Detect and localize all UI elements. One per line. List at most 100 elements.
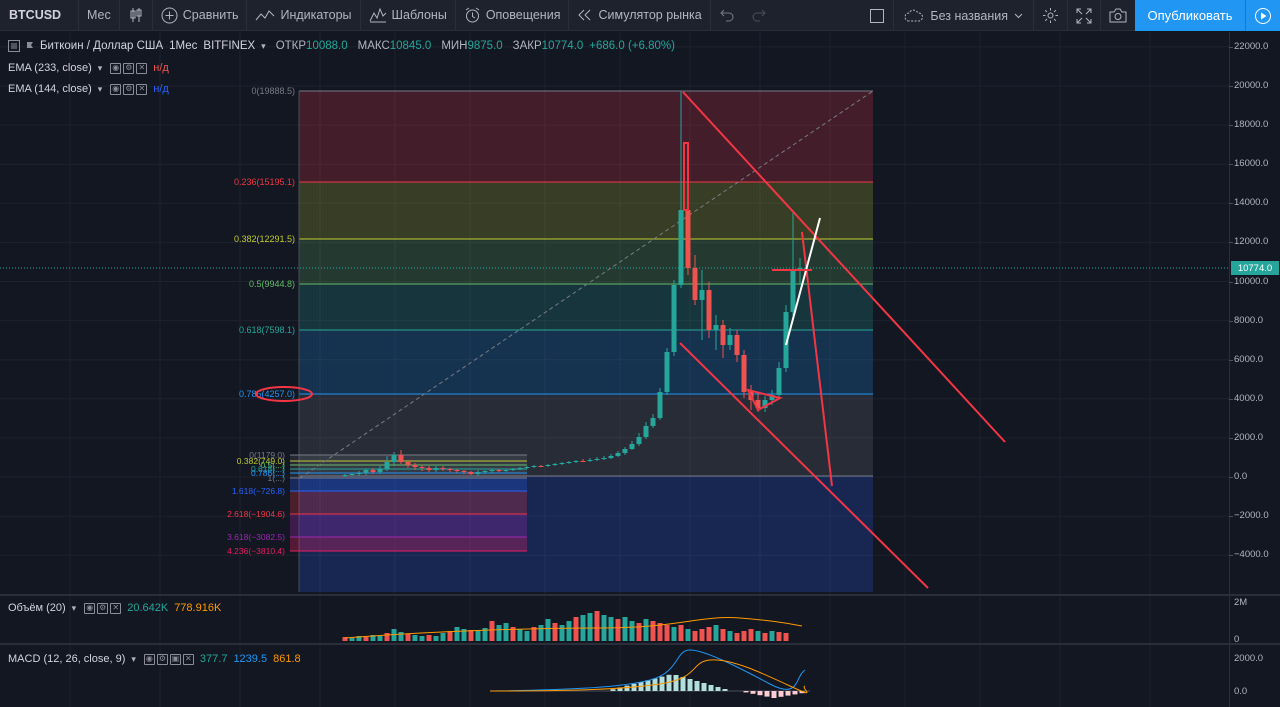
volume-bar: [475, 631, 481, 641]
volume-value: 20.642K: [127, 602, 169, 614]
main-price-scale[interactable]: [1229, 32, 1280, 594]
undo-icon: [720, 9, 734, 22]
volume-bar: [489, 621, 495, 641]
visibility-icon[interactable]: ◉: [110, 62, 122, 74]
channel-upper-line: [682, 91, 1006, 443]
visibility-icon[interactable]: ◉: [143, 653, 155, 665]
templates-icon: [369, 7, 386, 23]
visibility-icon[interactable]: ◉: [84, 602, 96, 614]
candles-icon: [130, 8, 142, 22]
symbol-exchange[interactable]: BITFINEX: [203, 40, 256, 52]
candle-body: [685, 210, 691, 268]
replay-button[interactable]: Симулятор рынка: [569, 0, 709, 31]
price-scale-tick: [1229, 164, 1233, 166]
symbol-search[interactable]: BTCUSD: [9, 8, 62, 22]
macd-line-value: 1239.5: [233, 653, 268, 665]
candle-body: [678, 210, 684, 285]
fullscreen-button[interactable]: [1068, 0, 1100, 31]
interval-button[interactable]: Мес: [87, 8, 111, 22]
volume-pane[interactable]: [0, 596, 1229, 643]
chevron-down-icon[interactable]: ▾: [261, 40, 266, 51]
volume-bar: [699, 629, 705, 641]
macd-histogram-bar: [680, 677, 686, 691]
volume-bar: [727, 631, 733, 641]
volume-bar: [363, 637, 369, 641]
price-scale-tick: [1229, 320, 1233, 322]
price-scale-label: 16000.0: [1234, 158, 1269, 170]
redo-button[interactable]: [743, 0, 775, 31]
volume-bar: [391, 629, 397, 641]
fib-level-label: 0.382(12291.5): [234, 234, 295, 244]
pane-separator[interactable]: [0, 594, 1280, 596]
volume-bar: [377, 636, 383, 641]
candle-body: [510, 469, 516, 470]
close-icon[interactable]: ✕: [182, 653, 194, 665]
main-price-chart[interactable]: 0(19888.5) 0.236(15195.1) 0.382(12291.5) 0.…: [0, 32, 1229, 594]
undo-button[interactable]: [711, 0, 743, 31]
macd-signal-value: 861.8: [273, 653, 301, 665]
settings-icon[interactable]: ⚙: [123, 83, 135, 95]
candle-body: [356, 473, 362, 474]
candle-body: [573, 461, 579, 462]
low-value: 9875.0: [467, 40, 503, 52]
volume-bar: [622, 617, 628, 641]
volume-bar: [734, 633, 740, 641]
toolbar-divider: [151, 0, 153, 31]
compare-button[interactable]: Сравнить: [153, 0, 247, 31]
volume-bar: [587, 613, 593, 641]
macd-histogram-bar: [764, 691, 770, 697]
macd-scale-zero: 0.0: [1234, 686, 1248, 697]
volume-bar: [671, 627, 677, 641]
triangle-drawing: [746, 388, 783, 412]
settings-button[interactable]: [1034, 0, 1067, 31]
camera-icon: [1109, 8, 1127, 23]
close-icon[interactable]: ✕: [136, 83, 148, 95]
chevron-down-icon[interactable]: ▾: [131, 653, 136, 664]
volume-bar: [741, 631, 747, 641]
visibility-icon[interactable]: ◉: [110, 83, 122, 95]
settings-icon[interactable]: ⚙: [156, 653, 168, 665]
publish-button[interactable]: Опубликовать: [1135, 0, 1245, 31]
price-scale-tick: [1229, 516, 1233, 518]
candle-body: [580, 461, 586, 462]
candle-body: [657, 392, 663, 418]
pane-separator[interactable]: [0, 643, 1280, 645]
macd-histogram-bar: [715, 687, 721, 691]
close-icon[interactable]: ✕: [110, 602, 122, 614]
candle-body: [594, 459, 600, 460]
snapshot-button[interactable]: [1101, 0, 1135, 31]
candle-body: [552, 464, 558, 465]
macd-pane[interactable]: [0, 645, 1229, 707]
macd-histogram-bar: [708, 685, 714, 691]
volume-scale[interactable]: [1229, 596, 1280, 643]
candle-body: [482, 471, 488, 472]
chart-type-button[interactable]: [120, 0, 152, 31]
layout-name-dropdown[interactable]: Без названия: [894, 0, 1033, 31]
settings-icon[interactable]: ⚙: [97, 602, 109, 614]
volume-scale-bottom: 0: [1234, 634, 1240, 645]
chevron-down-icon[interactable]: ▾: [97, 62, 103, 73]
fib-small-level-label: 1.618(−726.8): [232, 486, 285, 496]
fib-small-level-label: 4.236(−3810.4): [227, 546, 285, 556]
macd-scale[interactable]: [1229, 645, 1280, 707]
collapse-icon[interactable]: [8, 40, 20, 52]
source-icon[interactable]: ▣: [169, 653, 181, 665]
candle-body: [783, 312, 789, 368]
indicators-button[interactable]: Индикаторы: [247, 0, 359, 31]
fib-trend-line: [299, 90, 874, 479]
settings-icon[interactable]: ⚙: [123, 62, 135, 74]
volume-bar: [769, 631, 775, 641]
templates-button[interactable]: Шаблоны: [361, 0, 455, 31]
candle-body: [769, 395, 775, 400]
publish-menu-button[interactable]: [1245, 0, 1280, 31]
square-icon: [870, 8, 885, 23]
fullscreen-layout-button[interactable]: [861, 0, 893, 31]
close-icon[interactable]: ✕: [136, 62, 148, 74]
volume-ma-value: 778.916K: [174, 602, 222, 614]
alerts-button[interactable]: Оповещения: [456, 0, 569, 31]
chevron-down-icon[interactable]: ▾: [97, 83, 103, 94]
chevron-down-icon[interactable]: ▾: [71, 602, 77, 613]
volume-bar: [706, 627, 712, 641]
chevron-down-icon: [1014, 13, 1023, 18]
macd-scale-top: 2000.0: [1234, 653, 1264, 664]
